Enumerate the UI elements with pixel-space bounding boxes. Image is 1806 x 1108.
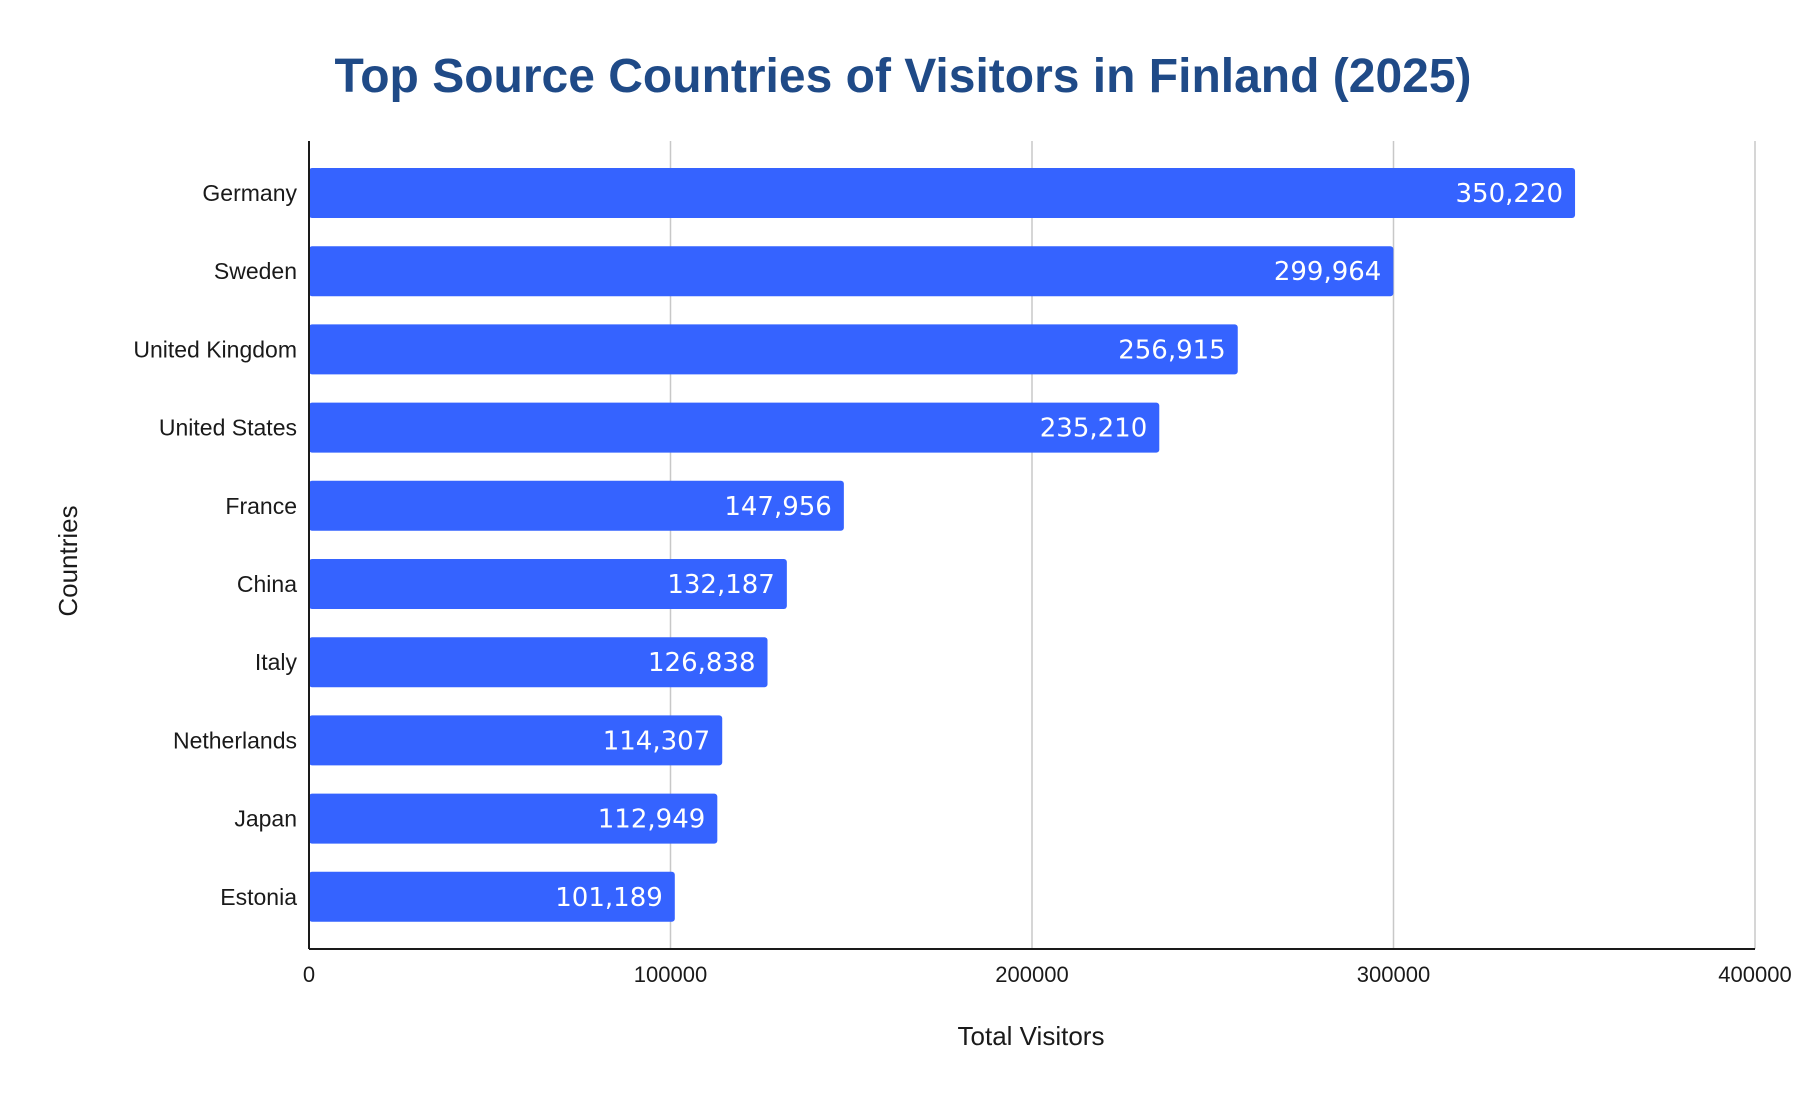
category-label-united-states: United States xyxy=(159,415,297,441)
bar-china xyxy=(309,559,787,609)
y-axis-title: Countries xyxy=(53,505,83,616)
category-label-united-kingdom: United Kingdom xyxy=(133,336,297,362)
bar-italy xyxy=(309,637,768,688)
x-tick-label-3: 300000 xyxy=(1357,962,1430,987)
value-label-germany: 350,220 xyxy=(1456,179,1564,209)
category-label-netherlands: Netherlands xyxy=(173,727,297,753)
bar-united-states xyxy=(309,402,1160,453)
bar-germany xyxy=(309,168,1576,218)
category-label-italy: Italy xyxy=(255,649,298,675)
value-label-italy: 126,838 xyxy=(648,648,756,678)
category-labels: Germany Sweden United Kingdom United States… xyxy=(133,180,297,910)
axes xyxy=(308,141,1755,950)
category-label-sweden: Sweden xyxy=(214,258,297,284)
value-label-japan: 112,949 xyxy=(598,805,706,835)
category-label-france: France xyxy=(225,493,297,519)
category-label-estonia: Estonia xyxy=(220,884,297,910)
x-tick-labels: 0 100000 200000 300000 400000 xyxy=(303,962,1792,987)
value-label-sweden: 299,964 xyxy=(1274,257,1382,287)
x-axis-title: Total Visitors xyxy=(958,1021,1105,1051)
bar-sweden xyxy=(309,246,1394,297)
chart-title: Top Source Countries of Visitors in Finl… xyxy=(334,50,1471,103)
value-label-china: 132,187 xyxy=(667,570,775,600)
category-label-china: China xyxy=(237,571,297,597)
bar-estonia xyxy=(309,871,675,922)
bar-france xyxy=(309,480,844,531)
category-label-japan: Japan xyxy=(234,806,297,832)
value-label-estonia: 101,189 xyxy=(555,883,663,913)
bars xyxy=(309,168,1576,922)
x-tick-label-0: 0 xyxy=(303,962,315,987)
value-label-united-kingdom: 256,915 xyxy=(1118,335,1226,365)
value-label-netherlands: 114,307 xyxy=(603,726,711,756)
x-tick-label-4: 400000 xyxy=(1718,962,1791,987)
category-label-germany: Germany xyxy=(202,180,297,206)
value-label-france: 147,956 xyxy=(724,492,832,522)
value-label-united-states: 235,210 xyxy=(1040,414,1148,444)
bar-united-kingdom xyxy=(309,324,1238,375)
x-tick-label-2: 200000 xyxy=(995,962,1068,987)
value-labels: 350,220 299,964 256,915 235,210 147,956 132,1… xyxy=(555,179,1563,913)
bar-netherlands xyxy=(309,715,723,766)
bar-japan xyxy=(309,793,718,844)
x-tick-label-1: 100000 xyxy=(634,962,707,987)
